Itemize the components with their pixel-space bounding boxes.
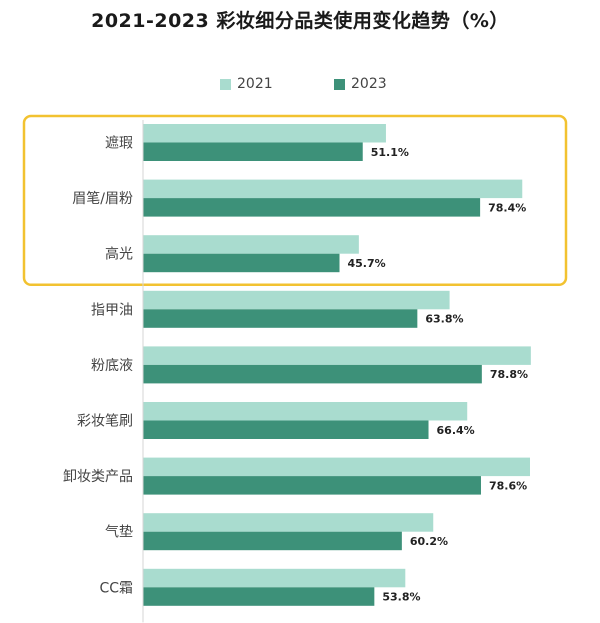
bar-2021-2 [143,235,359,254]
highlight-box [22,114,568,287]
value-label-7: 60.2% [410,535,448,548]
value-label-4: 78.8% [490,368,528,381]
bar-2023-2 [143,253,340,273]
value-label-0: 51.1% [371,146,409,159]
bar-2021-3 [143,290,450,310]
bar-2023-1 [143,198,481,217]
value-label-6: 78.6% [489,479,527,492]
category-label-0: 遮瑕 [105,136,133,152]
legend-swatch-2023 [334,78,345,90]
bar-2021-1 [143,179,523,199]
legend-item-2023: 2023 [334,76,387,92]
bar-2023-5 [143,420,429,439]
bar-2023-8 [143,587,375,606]
bar-2021-7 [143,513,434,532]
bar-2021-8 [143,568,406,588]
bar-2023-3 [143,309,418,328]
category-label-7: 气垫 [105,525,133,541]
bar-2023-0 [143,142,363,161]
bar-2021-5 [143,402,468,421]
bar-2021-6 [143,457,530,477]
legend-label-2023: 2023 [351,76,387,92]
bar-2023-7 [143,531,402,551]
value-label-2: 45.7% [348,257,386,270]
category-label-8: CC霜 [99,580,133,596]
legend-item-2021: 2021 [220,76,273,92]
category-label-4: 粉底液 [91,358,133,374]
category-label-5: 彩妆笔刷 [77,414,133,430]
legend-label-2021: 2021 [237,76,273,92]
legend-swatch-2021 [220,78,231,90]
value-label-8: 53.8% [382,591,420,604]
chart-title: 2021-2023 彩妆细分品类使用变化趋势（%） [91,10,509,32]
bar-2023-4 [143,364,482,384]
bar-2021-4 [143,346,531,365]
value-label-1: 78.4% [488,201,526,214]
category-label-3: 指甲油 [91,302,133,318]
value-label-3: 63.8% [425,313,463,326]
category-label-1: 眉笔/眉粉 [72,191,133,207]
bar-2023-6 [143,476,481,495]
category-label-2: 高光 [105,246,133,263]
value-label-5: 66.4% [437,424,475,437]
bar-2021-0 [143,124,386,143]
category-label-6: 卸妆类产品 [63,469,133,485]
